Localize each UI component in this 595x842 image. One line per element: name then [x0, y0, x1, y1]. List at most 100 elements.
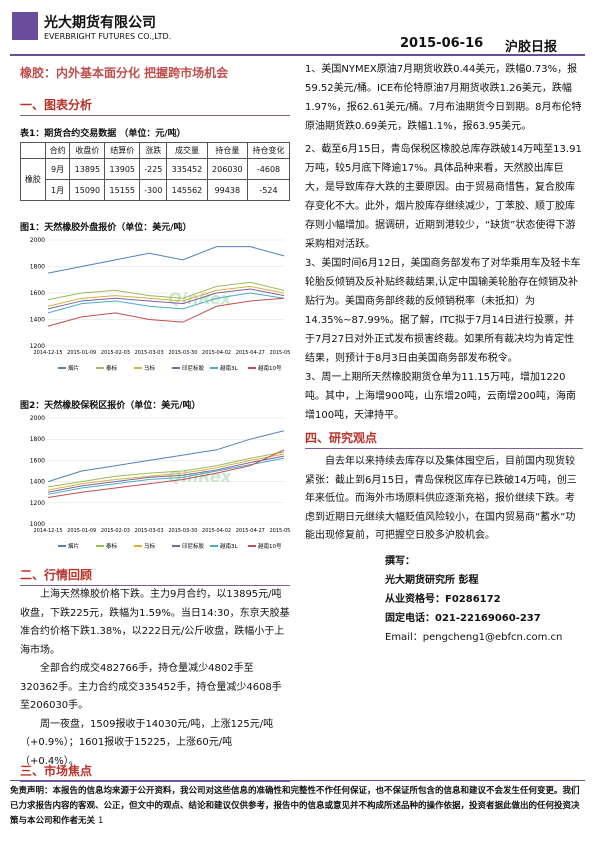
- y-tick-label: 1000: [30, 521, 45, 528]
- x-tick-label: 2015-03-03: [135, 528, 164, 534]
- legend-label: 越南10号: [258, 542, 282, 550]
- line-series: [47, 430, 285, 483]
- table-cell: 9月: [44, 158, 71, 180]
- x-tick-label: 2015-04-27: [236, 350, 265, 356]
- report-name: 沪胶日报: [505, 40, 558, 55]
- paragraph: 上海天然橡胶价格下跌。主力9月合约，以13895元/吨收盘，下跌225元，跌幅为…: [20, 589, 290, 656]
- line-series: [47, 285, 285, 307]
- author-line: 固定电话：021-22169060-237: [385, 612, 541, 624]
- y-tick-label: 1400: [30, 317, 45, 324]
- table-cell: 15155: [104, 179, 141, 201]
- legend-label: 烟片: [68, 364, 79, 372]
- table-header: 合约: [44, 142, 71, 159]
- paragraph: 周一夜盘，1509报收于14030元/吨，上涨125元/吨（+0.9%）；160…: [20, 718, 274, 767]
- legend-label: 烟片: [68, 542, 79, 550]
- x-tick-label: 2015-04-02: [202, 350, 231, 356]
- line-series: [47, 449, 285, 498]
- author: 撰写： 光大期货研究所 彭程 从业资格号：F0286172 固定电话：021-2…: [385, 552, 583, 647]
- table-cell: 145562: [166, 179, 208, 201]
- table-cell: 1月: [44, 179, 71, 201]
- table-row: 1月 15090 15155 -300 145562 99438 -524: [21, 179, 290, 201]
- y-tick-label: 1800: [30, 264, 45, 271]
- line-series: [47, 455, 285, 493]
- x-tick-label: 2015-03-03: [135, 350, 164, 356]
- legend-label: 马标: [144, 364, 156, 372]
- table-cell: 206030: [206, 158, 249, 180]
- legend-label: 越南10号: [258, 364, 282, 372]
- x-tick-label: 2015-03-30: [168, 528, 197, 534]
- y-tick-label: 1200: [30, 343, 45, 350]
- x-tick-label: 2015-02-03: [101, 528, 130, 534]
- author-line: 从业资格号：F0286172: [385, 593, 501, 605]
- table-cell: 橡胶: [20, 158, 46, 201]
- x-tick-label: 2015-05-21: [269, 528, 290, 534]
- y-tick-label: 1200: [30, 500, 45, 507]
- x-tick-label: 2015-02-03: [101, 350, 130, 356]
- disclaimer: 免责声明：本报告的信息均来源于公开资料，我公司对这些信息的准确性和完整性不作任何…: [10, 786, 580, 826]
- page-number: 1: [97, 816, 104, 826]
- y-tick-label: 1400: [30, 479, 45, 486]
- paragraph: 2、截至6月15日，青岛保税区橡胶总库存跌破14万吨至13.91万吨，较5月底下…: [305, 144, 582, 250]
- paragraph: 自去年以来持续去库存以及集体囤空后，目前国内现货较紧张：截止到6月15日，青岛保…: [305, 456, 577, 541]
- table-cell: 99438: [206, 179, 249, 201]
- chart: QinRex1000120014001600180020002014-12-15…: [30, 415, 290, 550]
- table-header: 结算价: [104, 142, 141, 159]
- legend-label: 马标: [144, 542, 156, 550]
- table-header: 涨跌: [139, 142, 168, 159]
- table-cell: -524: [247, 179, 290, 201]
- line-series: [47, 451, 285, 488]
- paragraph: 3、周一上期所天然橡胶期货仓单为11.15万吨，增加1220吨。其中，上海增90…: [305, 372, 576, 421]
- headline: 橡胶：内外基本面分化 把握跨市场机会: [20, 66, 229, 80]
- section-heading: 一、图表分析: [20, 96, 290, 116]
- table-cell: 13895: [69, 158, 106, 180]
- x-tick-label: 2015-01-09: [67, 350, 96, 356]
- date: 2015-06-16: [400, 36, 484, 51]
- section-heading: 三、市场焦点: [20, 762, 290, 782]
- y-tick-label: 1800: [30, 436, 45, 443]
- x-tick-label: 2015-03-30: [168, 350, 197, 356]
- left-paras: 上海天然橡胶价格下跌。主力9月合约，以13895元/吨收盘，下跌225元，跌幅为…: [20, 586, 290, 771]
- line-series: [47, 453, 285, 491]
- x-tick-label: 2014-12-15: [33, 528, 62, 534]
- table-header: 持仓变化: [247, 142, 290, 159]
- line-series: [47, 246, 285, 274]
- table-cell: -4608: [247, 158, 290, 180]
- table-wrap: 合约 收盘价 结算价 涨跌 成交量 持仓量 持仓变化 橡胶 9月 13895 13905 -225 33…: [20, 142, 290, 201]
- line-series: [47, 457, 285, 495]
- legend-label: 印尼标胶: [182, 364, 205, 372]
- legend-label: 越南3L: [220, 364, 238, 372]
- table-row: 橡胶 9月 13895 13905 -225 335452 206030 -4608: [20, 158, 290, 201]
- table-caption: 表1：期货合约交易数据 （单位：元/吨）: [20, 129, 186, 139]
- footer: 免责声明：本报告的信息均来源于公开资料，我公司对这些信息的准确性和完整性不作任何…: [10, 780, 585, 829]
- x-tick-label: 2014-12-15: [33, 350, 62, 356]
- table-cell: -300: [139, 179, 168, 201]
- table-cell: 15090: [69, 179, 106, 201]
- x-tick-label: 2015-04-27: [236, 528, 265, 534]
- table-cell: [20, 142, 46, 159]
- author-line: 光大期货研究所 彭程: [385, 574, 479, 586]
- table-cell: 335452: [166, 158, 208, 180]
- line-series: [47, 288, 285, 310]
- figure-caption: 图1：天然橡胶外盘报价（单位：美元/吨）: [20, 223, 192, 233]
- figure-caption: 图2：天然橡胶保税区报价（单位：美元/吨）: [20, 401, 201, 411]
- x-tick-label: 2015-01-09: [67, 528, 96, 534]
- table-header: 收盘价: [69, 142, 106, 159]
- logo: [12, 12, 38, 40]
- line-series: [47, 281, 285, 301]
- y-tick-label: 2000: [30, 237, 45, 244]
- legend-label: 泰标: [106, 542, 118, 550]
- section-heading: 四、研究观点: [305, 429, 583, 449]
- legend-label: 越南3L: [220, 542, 238, 550]
- line-series: [47, 292, 285, 314]
- author-line: 撰写：: [385, 555, 415, 567]
- table-row: 合约 收盘价 结算价 涨跌 成交量 持仓量 持仓变化: [20, 142, 290, 159]
- x-tick-label: 2015-05-21: [269, 350, 290, 356]
- table: 合约 收盘价 结算价 涨跌 成交量 持仓量 持仓变化 橡胶 9月 13895 13905 -225 33…: [20, 142, 290, 201]
- legend-label: 泰标: [106, 364, 118, 372]
- x-tick-label: 2015-04-02: [202, 528, 231, 534]
- paragraph: 全部合约成交482766手，持仓量减少4802手至320362手。主力合约成交3…: [20, 663, 282, 711]
- right-column: 1、美国NYMEX原油7月期货收跌0.44美元，跌幅0.73%，报59.52美元…: [305, 60, 583, 647]
- company-en: EVERBRIGHT FUTURES CO.,LTD.: [44, 32, 172, 41]
- y-tick-label: 1600: [30, 457, 45, 464]
